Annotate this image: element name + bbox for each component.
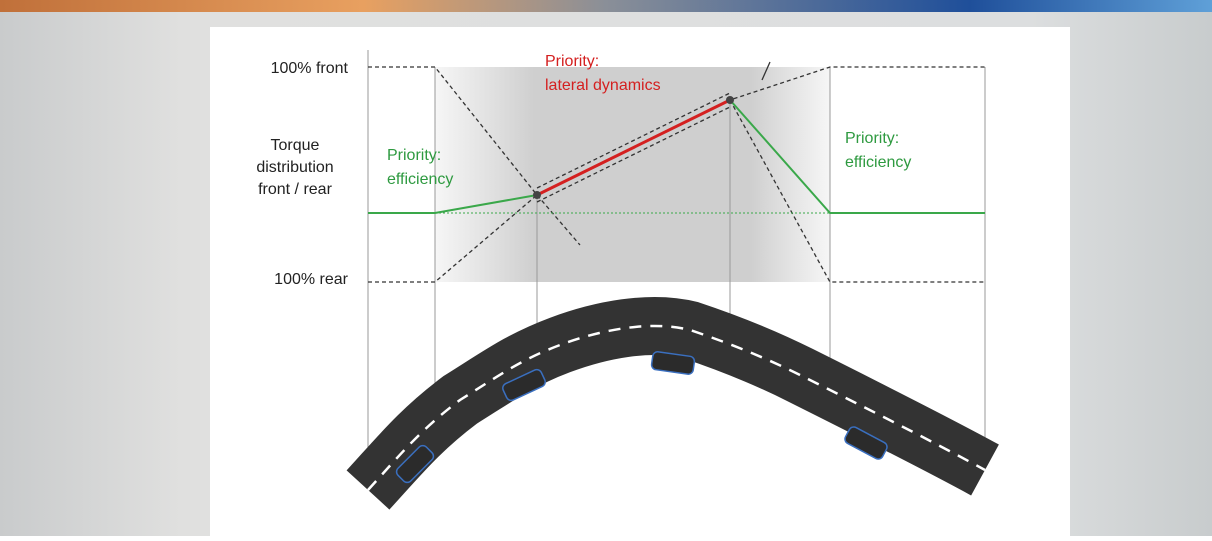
axis-label: Torque — [271, 137, 320, 154]
axis-label: distribution — [256, 159, 333, 176]
annotation: efficiency — [845, 154, 911, 171]
annotation: efficiency — [387, 171, 453, 188]
annotation: lateral dynamics — [545, 77, 661, 94]
axis-top-label: 100% front — [271, 60, 349, 77]
annotation: Priority: — [545, 53, 599, 70]
annotation: Priority: — [845, 130, 899, 147]
page: 100% front Torque distribution front / r… — [0, 0, 1212, 536]
annotation: Priority: — [387, 147, 441, 164]
axis-bottom-label: 100% rear — [274, 271, 348, 288]
axis-label: front / rear — [258, 181, 332, 198]
point — [726, 96, 734, 104]
point — [533, 191, 541, 199]
top-strip — [0, 0, 1212, 12]
screenshot: 100% front Torque distribution front / r… — [0, 0, 1212, 536]
